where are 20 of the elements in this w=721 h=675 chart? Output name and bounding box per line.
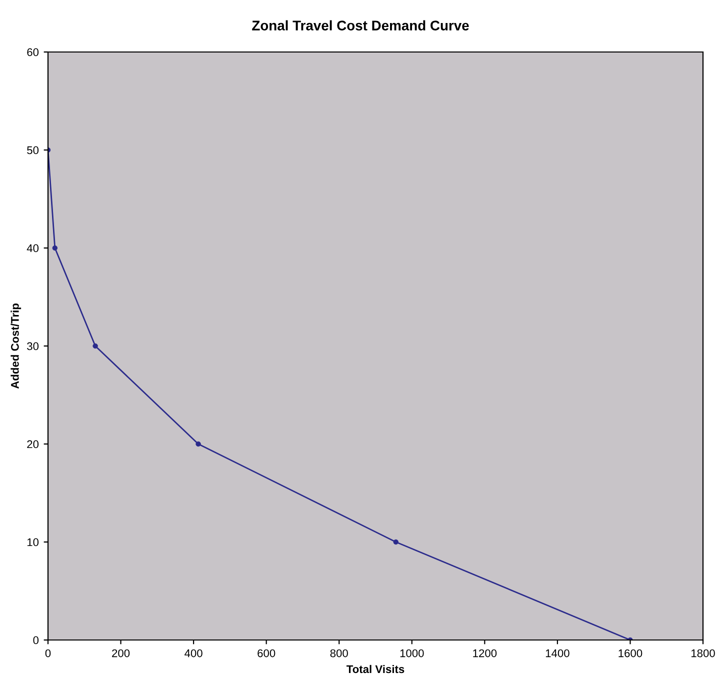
y-tick-label: 60 [27,48,39,56]
y-axis-title: Added Cost/Trip [10,304,22,389]
x-tick-label: 800 [330,649,348,658]
x-tick-label: 400 [184,649,202,658]
x-axis-title: Total Visits [346,664,404,674]
x-tick-label: 1600 [618,649,642,658]
x-tick-label: 1400 [546,649,570,658]
y-tick-label: 0 [33,636,39,644]
y-tick-label: 20 [27,440,39,448]
x-tick-label: 1800 [691,649,715,658]
y-tick-label: 50 [27,146,39,154]
y-tick-label: 40 [26,244,39,252]
x-tick-label: 1000 [400,649,424,658]
x-tick-label: 0 [45,649,51,658]
chart-title: Zonal Travel Cost Demand Curve [252,20,469,30]
y-tick-label: 30 [27,342,39,350]
x-tick-label: 200 [112,649,130,658]
y-tick-label: 10 [27,538,39,546]
x-tick-label: 1200 [473,649,497,658]
x-tick-label: 600 [258,649,276,658]
